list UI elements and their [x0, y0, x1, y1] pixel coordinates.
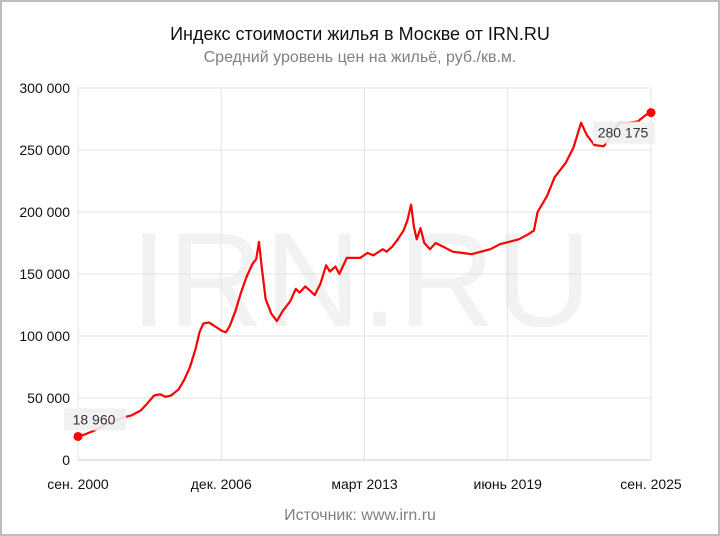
endpoint-marker	[646, 108, 656, 118]
chart-title: Индекс стоимости жилья в Москве от IRN.R…	[170, 24, 550, 44]
series-line	[76, 111, 653, 438]
x-tick-label: июнь 2019	[474, 476, 543, 492]
y-tick-label: 50 000	[27, 390, 70, 406]
chart-subtitle: Средний уровень цен на жильё, руб./кв.м.	[203, 49, 517, 66]
y-tick-label: 200 000	[19, 204, 70, 220]
x-tick-label: март 2013	[331, 476, 398, 492]
value-label: 18 960	[64, 408, 126, 431]
chart-source: Источник: www.irn.ru	[284, 507, 436, 524]
value-label-box	[64, 408, 126, 431]
y-tick-label: 300 000	[19, 80, 70, 96]
value-label-text: 18 960	[73, 411, 116, 427]
value-label-box	[593, 121, 655, 144]
y-tick-label: 250 000	[19, 142, 70, 158]
value-label: 280 175	[593, 121, 655, 144]
x-tick-label: дек. 2006	[191, 476, 252, 492]
watermark: IRN.RU	[130, 206, 592, 355]
x-tick-label: сен. 2025	[620, 476, 682, 492]
value-label-text: 280 175	[598, 125, 649, 141]
y-tick-label: 150 000	[19, 266, 70, 282]
endpoint-marker	[73, 431, 83, 441]
y-tick-label: 0	[62, 452, 70, 468]
y-tick-label: 100 000	[19, 328, 70, 344]
x-tick-label: сен. 2000	[47, 476, 109, 492]
